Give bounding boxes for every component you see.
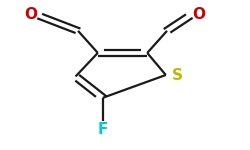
Text: O: O [192,7,205,22]
Text: F: F [98,122,108,137]
Text: O: O [24,7,37,22]
Text: S: S [172,68,182,83]
